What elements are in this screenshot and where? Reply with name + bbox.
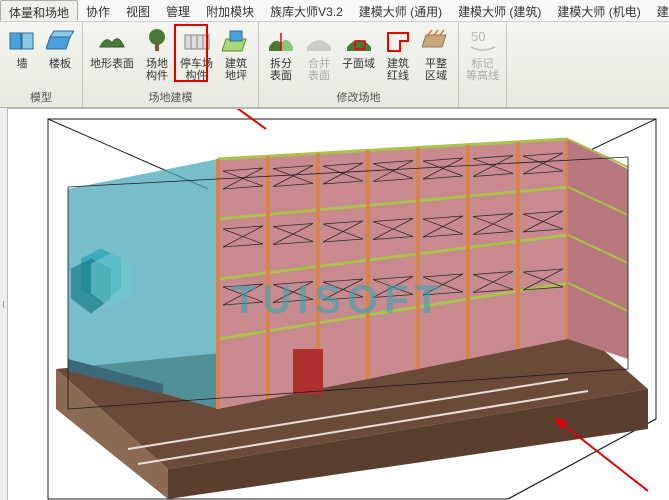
topo-label: 地形表面	[90, 58, 134, 70]
wall-label: 墙	[17, 58, 28, 70]
topo-button[interactable]: 地形表面	[87, 24, 137, 84]
sub-icon	[344, 26, 374, 56]
graded-button[interactable]: 平整区域	[418, 24, 454, 84]
ribbon-group-misc: 50 标记等高线	[459, 22, 507, 107]
merge-surf-button: 合并表面	[301, 24, 337, 84]
wall-icon	[7, 26, 37, 56]
ribbon-group-修改场地: 拆分表面合并表面子面域建筑红线平整区域修改场地	[259, 22, 459, 107]
site-comp-button[interactable]: 场地构件	[139, 24, 175, 84]
pad-icon	[221, 26, 251, 56]
properties-panel-collapsed[interactable]	[0, 108, 8, 500]
svg-text:50: 50	[471, 29, 485, 44]
tab-管理[interactable]: 管理	[158, 0, 198, 21]
topo-icon	[97, 26, 127, 56]
tree-icon	[142, 26, 172, 56]
merge-surf-label: 合并表面	[308, 58, 330, 82]
tab-体量和场地[interactable]: 体量和场地	[0, 0, 78, 21]
tab-视图[interactable]: 视图	[118, 0, 158, 21]
ribbon: 墙楼板模型地形表面场地构件停车场构件建筑地坪场地建模拆分表面合并表面子面域建筑红…	[0, 22, 669, 108]
model-viewport[interactable]: TUISOFT	[8, 108, 669, 500]
group-label: 模型	[30, 89, 52, 107]
group-label: 场地建模	[149, 89, 193, 107]
subregion-label: 子面域	[342, 58, 375, 70]
tab-附加模块[interactable]: 附加模块	[198, 0, 262, 21]
tab-建模大师 (建筑)[interactable]: 建模大师 (建筑)	[450, 0, 549, 21]
tab-族库大师V3.2[interactable]: 族库大师V3.2	[262, 0, 351, 21]
split-surf-button[interactable]: 拆分表面	[263, 24, 299, 84]
parking-label: 停车场构件	[180, 58, 213, 82]
split-icon	[266, 26, 296, 56]
parking-button[interactable]: 停车场构件	[177, 24, 216, 84]
wall-button[interactable]: 墙	[4, 24, 40, 72]
redline-icon	[383, 26, 413, 56]
redline-label: 建筑红线	[387, 58, 409, 82]
tab-建模大师 (施工)[interactable]: 建模大师 (施工)	[649, 0, 669, 21]
building-pad-button[interactable]: 建筑地坪	[218, 24, 254, 84]
merge-icon	[304, 26, 334, 56]
ribbon-group-场地建模: 地形表面场地构件停车场构件建筑地坪场地建模	[83, 22, 259, 107]
graded-label: 平整区域	[425, 58, 447, 82]
tab-协作[interactable]: 协作	[78, 0, 118, 21]
site-comp-label: 场地构件	[146, 58, 168, 82]
floor-icon	[45, 26, 75, 56]
split-surf-label: 拆分表面	[270, 58, 292, 82]
tab-建模大师 (机电)[interactable]: 建模大师 (机电)	[549, 0, 648, 21]
ribbon-group-模型: 墙 楼板模型	[0, 22, 83, 107]
floor-button[interactable]: 楼板	[42, 24, 78, 72]
group-label: 修改场地	[337, 89, 381, 107]
contour-icon: 50	[468, 26, 498, 56]
tab-建模大师 (通用)[interactable]: 建模大师 (通用)	[351, 0, 450, 21]
watermark-logo	[61, 248, 141, 321]
redline-button[interactable]: 建筑红线	[380, 24, 416, 84]
label-contour-label: 标记等高线	[466, 58, 499, 82]
building-pad-label: 建筑地坪	[225, 58, 247, 82]
graded-icon	[421, 26, 451, 56]
label-contour-button: 50 标记等高线	[463, 24, 502, 84]
ribbon-tab-strip: 体量和场地协作视图管理附加模块族库大师V3.2建模大师 (通用)建模大师 (建筑…	[0, 0, 669, 22]
parking-icon	[182, 26, 212, 56]
floor-label: 楼板	[49, 58, 71, 70]
subregion-button[interactable]: 子面域	[339, 24, 378, 84]
